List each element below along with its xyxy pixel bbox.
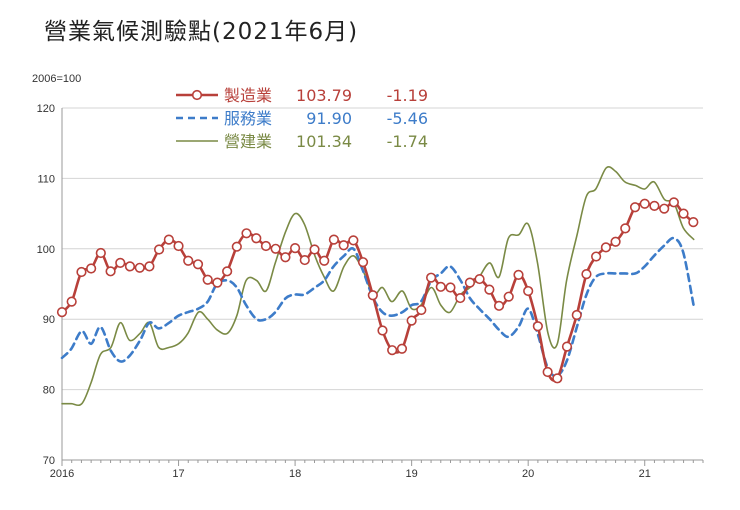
data-point-marker bbox=[260, 240, 272, 252]
x-tick-label: 20 bbox=[522, 468, 534, 480]
legend-series-name: 製造業 bbox=[224, 86, 272, 105]
data-point-marker bbox=[222, 266, 233, 277]
data-point-marker bbox=[620, 223, 631, 234]
series-lines bbox=[56, 166, 699, 407]
data-point-marker bbox=[610, 236, 621, 247]
data-point-marker bbox=[445, 282, 456, 293]
data-point-marker bbox=[416, 304, 427, 316]
data-point-marker bbox=[474, 273, 485, 285]
data-point-marker bbox=[280, 252, 291, 263]
y-tick-label: 80 bbox=[43, 385, 55, 397]
data-point-marker bbox=[464, 277, 476, 288]
data-point-marker bbox=[173, 240, 184, 252]
data-point-marker bbox=[289, 242, 301, 254]
series-line-2 bbox=[61, 166, 695, 407]
series-line-1 bbox=[60, 236, 695, 378]
data-point-marker bbox=[406, 315, 417, 326]
data-point-marker bbox=[552, 373, 563, 384]
data-point-marker bbox=[183, 255, 194, 266]
data-point-marker bbox=[124, 261, 136, 272]
data-point-marker bbox=[561, 341, 573, 352]
data-point-marker bbox=[600, 242, 612, 253]
data-point-marker bbox=[202, 274, 213, 285]
data-point-marker bbox=[493, 300, 505, 311]
data-point-marker bbox=[163, 234, 174, 245]
legend-latest-value: 103.79 bbox=[296, 86, 352, 105]
data-point-marker bbox=[396, 343, 408, 354]
data-point-marker bbox=[338, 240, 349, 251]
y-tick-label: 120 bbox=[37, 103, 55, 115]
data-point-marker bbox=[629, 202, 641, 213]
data-point-marker bbox=[639, 198, 650, 209]
data-point-marker bbox=[659, 203, 670, 214]
data-point-marker bbox=[571, 309, 582, 321]
legend-change-value: -1.19 bbox=[387, 86, 428, 105]
legend: 製造業 103.79 -1.19 服務業 91.90 -5.46 營建業 101.34 -1.7… bbox=[176, 86, 428, 151]
data-point-marker bbox=[513, 269, 524, 280]
data-point-marker bbox=[357, 257, 369, 268]
legend-marker bbox=[191, 89, 203, 101]
data-point-marker bbox=[319, 255, 330, 266]
data-point-marker bbox=[425, 272, 437, 283]
data-point-marker bbox=[688, 217, 699, 228]
x-tick-label: 2016 bbox=[50, 468, 74, 480]
data-point-marker bbox=[212, 277, 223, 288]
x-tick-label: 21 bbox=[639, 468, 651, 480]
legend-latest-value: 91.90 bbox=[306, 109, 352, 128]
data-point-marker bbox=[192, 259, 204, 270]
data-point-marker bbox=[542, 366, 553, 378]
data-point-marker bbox=[153, 244, 165, 255]
chart-title: 營業氣候測驗點(2021年6月) bbox=[44, 19, 359, 45]
data-point-marker bbox=[678, 208, 689, 219]
data-point-marker bbox=[66, 296, 77, 307]
data-point-marker bbox=[523, 285, 534, 297]
x-tick-label: 17 bbox=[172, 468, 184, 480]
data-point-marker bbox=[251, 233, 262, 244]
data-point-marker bbox=[86, 263, 97, 274]
data-point-marker bbox=[270, 243, 281, 254]
data-point-marker bbox=[299, 254, 310, 266]
data-point-marker bbox=[455, 292, 466, 304]
legend-series-name: 服務業 bbox=[224, 109, 272, 128]
data-point-marker bbox=[435, 281, 446, 292]
data-point-marker bbox=[241, 228, 252, 239]
data-point-marker bbox=[115, 257, 126, 268]
data-point-marker bbox=[649, 200, 660, 211]
y-tick-label: 110 bbox=[37, 173, 55, 185]
y-tick-label: 90 bbox=[43, 314, 55, 326]
data-point-marker bbox=[581, 269, 592, 280]
x-tick-label: 18 bbox=[289, 468, 301, 480]
y-unit-label: 2006=100 bbox=[32, 73, 81, 85]
data-point-marker bbox=[503, 291, 514, 302]
data-point-marker bbox=[591, 251, 602, 262]
data-point-marker bbox=[56, 307, 68, 318]
data-point-marker bbox=[377, 325, 388, 336]
legend-change-value: -1.74 bbox=[387, 132, 428, 151]
data-point-marker bbox=[367, 290, 378, 301]
data-point-marker bbox=[134, 262, 145, 273]
data-point-marker bbox=[668, 197, 679, 208]
legend-change-value: -5.46 bbox=[387, 109, 428, 128]
legend-latest-value: 101.34 bbox=[296, 132, 352, 151]
data-point-marker bbox=[387, 345, 398, 356]
axes: 70 80 90 100 110 120 2006=100 2016 17 18 19 20 21 bbox=[32, 73, 704, 480]
y-tick-label: 70 bbox=[43, 455, 55, 467]
data-point-marker bbox=[484, 284, 495, 295]
data-point-marker bbox=[144, 261, 155, 272]
legend-series-name: 營建業 bbox=[224, 132, 272, 151]
data-point-marker bbox=[328, 234, 340, 245]
x-tick-label: 19 bbox=[406, 468, 418, 480]
data-point-marker bbox=[532, 321, 543, 332]
data-point-marker bbox=[348, 235, 359, 246]
data-point-marker bbox=[231, 241, 242, 252]
y-tick-label: 100 bbox=[37, 244, 55, 256]
data-point-marker bbox=[309, 244, 320, 255]
data-point-marker bbox=[105, 266, 116, 277]
data-point-marker bbox=[76, 266, 87, 278]
grid-lines bbox=[62, 107, 703, 461]
data-point-marker bbox=[95, 247, 106, 259]
